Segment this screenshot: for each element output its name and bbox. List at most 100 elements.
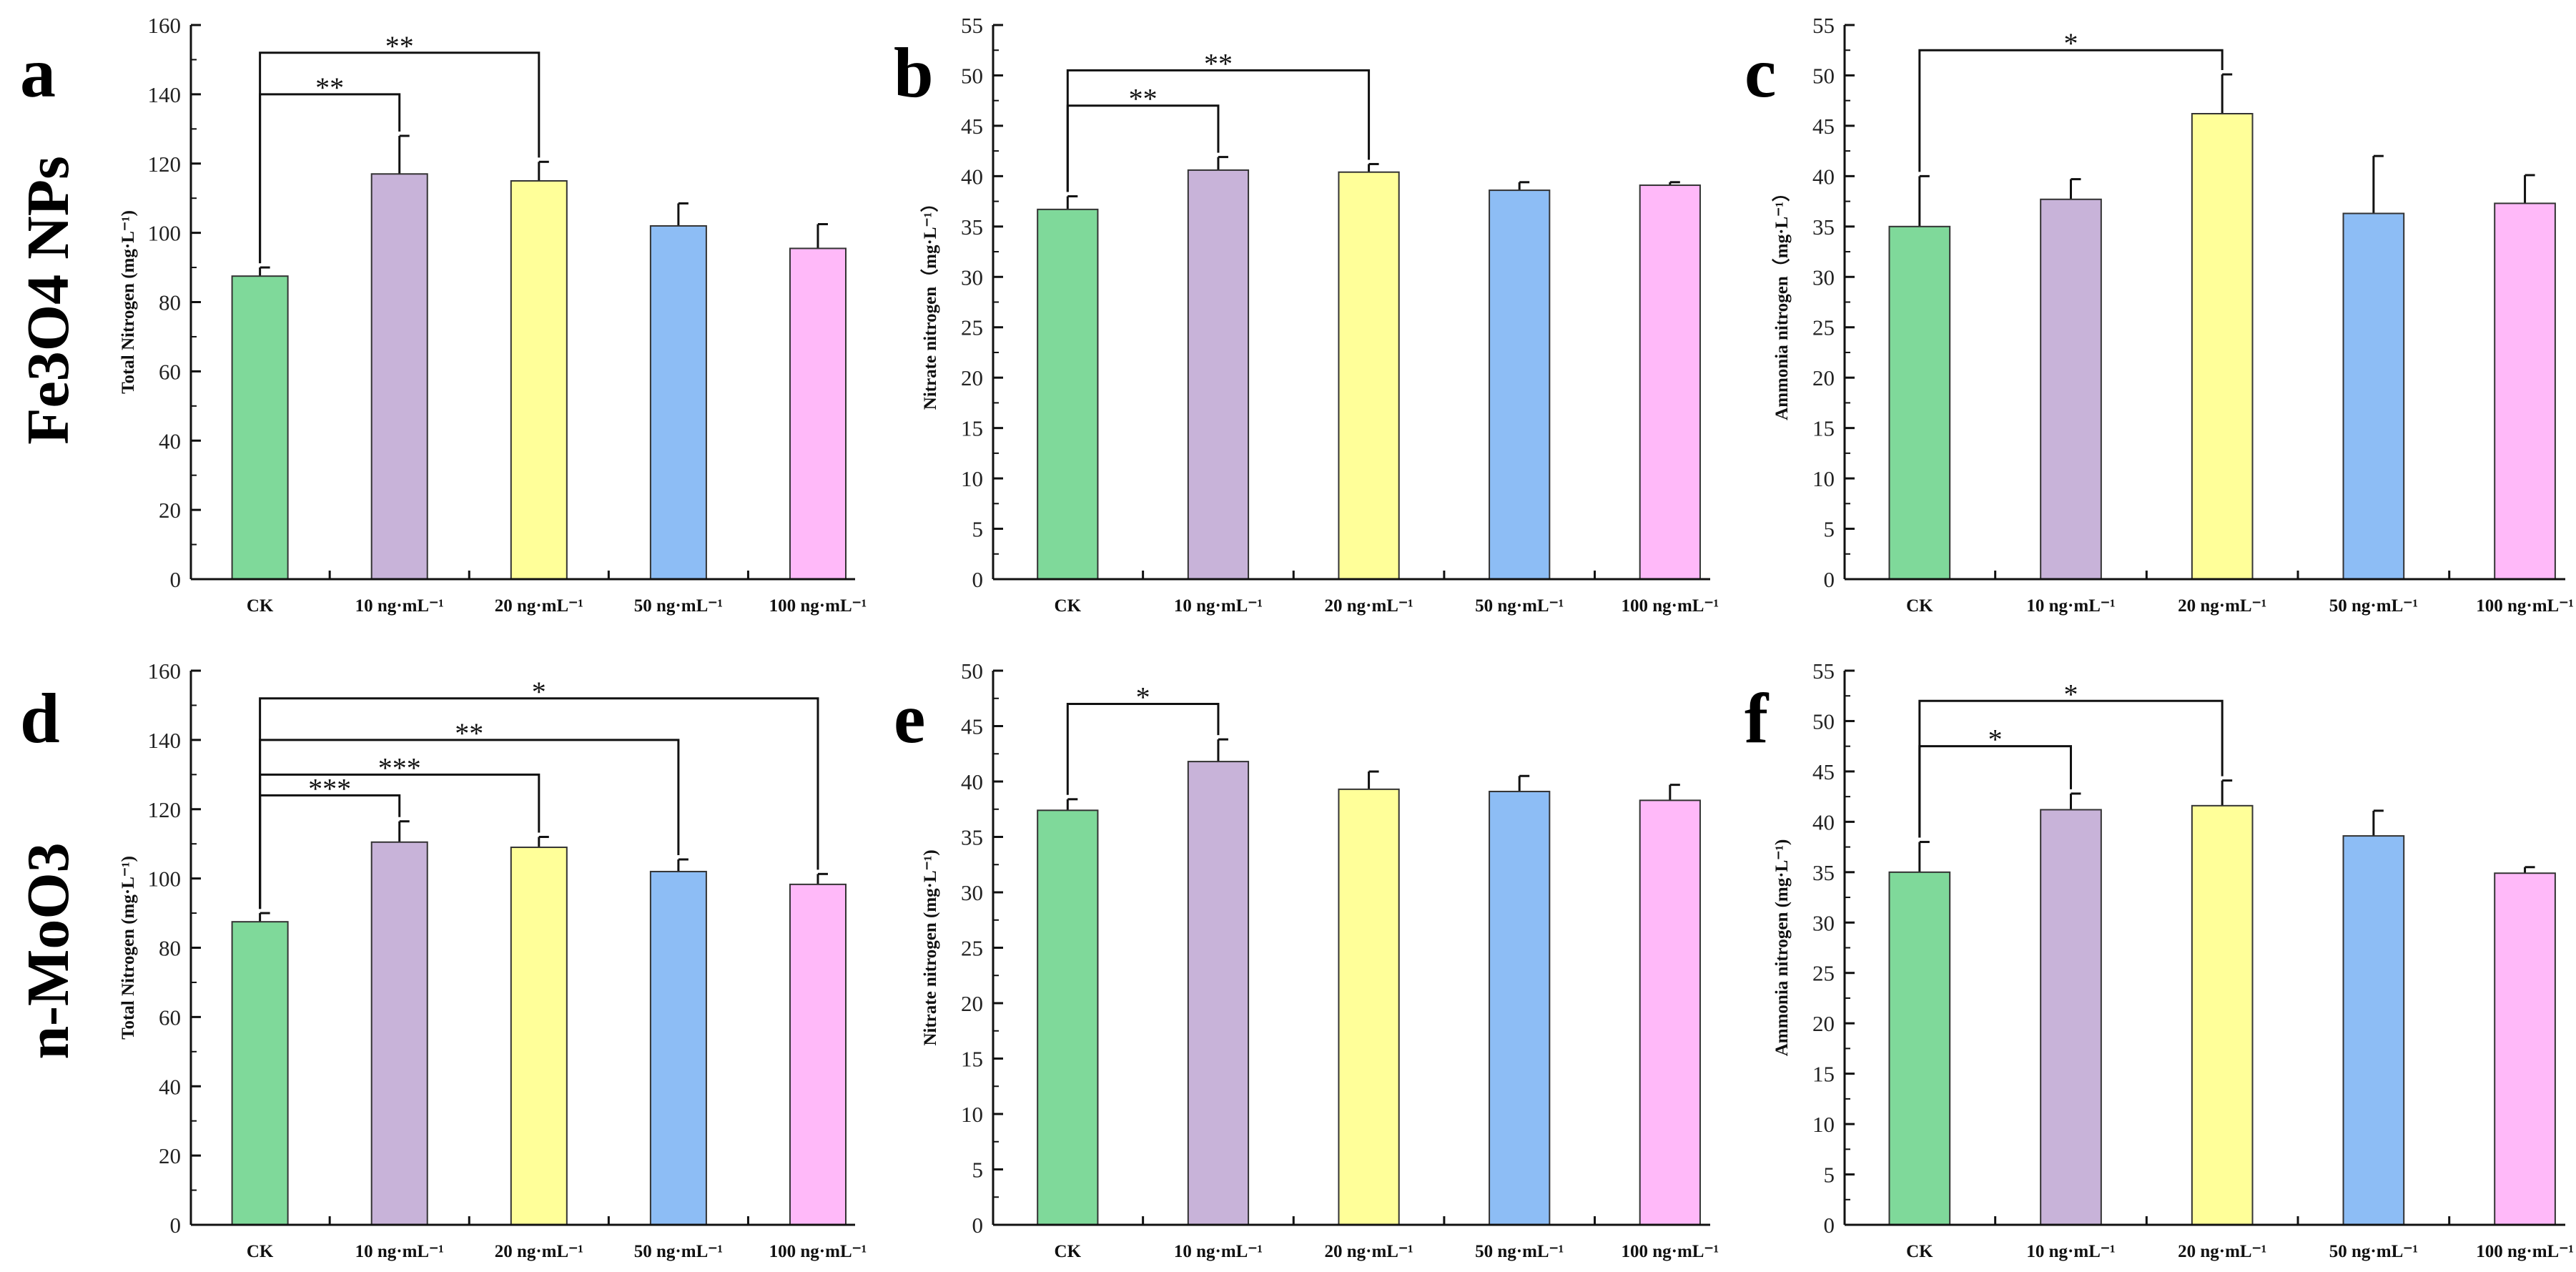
- y-tick-label: 0: [170, 1213, 182, 1238]
- y-tick-label: 40: [159, 428, 181, 453]
- y-tick-label: 5: [972, 517, 984, 542]
- bar: [231, 275, 289, 580]
- x-tick-label: 100 ng·mL⁻¹: [769, 1242, 867, 1261]
- x-tick-label: CK: [1055, 1242, 1082, 1261]
- y-tick-label: 140: [148, 82, 182, 107]
- y-tick-label: 5: [1824, 1163, 1835, 1188]
- bar: [1639, 799, 1701, 1226]
- y-tick-label: 0: [1824, 567, 1835, 592]
- x-tick-label: 10 ng·mL⁻¹: [2026, 1242, 2115, 1261]
- y-tick-label: 10: [1812, 1112, 1835, 1137]
- bar: [1489, 189, 1551, 581]
- chart-panel-c: c Ammonia nitrogen（mg·L⁻¹） CK 10 ng·mL⁻¹ 20 …: [1745, 13, 2574, 616]
- y-tick-label: 160: [148, 659, 182, 684]
- y-tick-label: 25: [1812, 315, 1835, 340]
- x-tick-label: 50 ng·mL⁻¹: [1475, 1242, 1564, 1261]
- y-tick-label: 40: [1812, 809, 1835, 834]
- y-tick-label: 20: [961, 991, 983, 1016]
- bar: [2494, 202, 2556, 580]
- x-tick-label: 20 ng·mL⁻¹: [1324, 596, 1413, 616]
- x-tick-label: 20 ng·mL⁻¹: [1324, 1242, 1413, 1261]
- y-axis-label: Ammonia nitrogen (mg·L⁻¹): [1772, 839, 1792, 1057]
- x-tick-label: 10 ng·mL⁻¹: [355, 596, 444, 616]
- bar: [1037, 208, 1099, 580]
- y-axis-label: Total Nitrogen (mg·L⁻¹): [119, 210, 138, 394]
- bar: [1187, 169, 1250, 580]
- x-tick-label: 10 ng·mL⁻¹: [1174, 596, 1263, 616]
- y-tick-label: 35: [961, 215, 983, 240]
- x-tick-label: 50 ng·mL⁻¹: [1475, 596, 1564, 616]
- y-tick-label: 5: [1824, 517, 1835, 542]
- bar: [1338, 788, 1400, 1226]
- chart-panel-d: d Total Nitrogen (mg·L⁻¹) CK 10 ng·mL⁻¹ 20 n…: [20, 659, 867, 1261]
- y-tick-label: 20: [961, 365, 983, 390]
- bar: [510, 179, 568, 580]
- bar: [789, 247, 847, 580]
- x-tick-label: 50 ng·mL⁻¹: [2329, 1242, 2418, 1261]
- x-tick-label: 50 ng·mL⁻¹: [634, 596, 723, 616]
- y-tick-label: 40: [961, 769, 983, 794]
- y-tick-label: 55: [961, 13, 983, 38]
- bar: [2040, 198, 2102, 581]
- significance-label: **: [1204, 47, 1233, 79]
- y-tick-label: 120: [148, 797, 182, 822]
- y-tick-label: 10: [961, 466, 983, 491]
- y-tick-label: 55: [1812, 13, 1835, 38]
- y-tick-label: 0: [972, 567, 984, 592]
- y-axis-label: Total Nitrogen (mg·L⁻¹): [119, 856, 138, 1040]
- chart-panel-e: e Nitrate nitrogen (mg·L⁻¹) CK 10 ng·mL⁻¹ 20…: [894, 659, 1719, 1261]
- y-tick-label: 15: [961, 1047, 983, 1072]
- y-tick-label: 0: [1824, 1213, 1835, 1238]
- chart-panel-f: f Ammonia nitrogen (mg·L⁻¹) CK 10 ng·mL⁻¹ 20…: [1745, 659, 2574, 1261]
- y-tick-label: 0: [170, 567, 182, 592]
- y-tick-label: 30: [961, 880, 983, 905]
- significance-bracket: [259, 51, 541, 264]
- bar: [2191, 113, 2254, 580]
- bar: [2342, 212, 2405, 580]
- bar: [1888, 225, 1951, 580]
- panel-letter: f: [1745, 679, 1770, 758]
- chart-panel-b: b Nitrate nitrogen（mg·L⁻¹） CK 10 ng·mL⁻¹ 20 …: [894, 13, 1719, 616]
- x-tick-label: 10 ng·mL⁻¹: [1174, 1242, 1263, 1261]
- bar: [231, 921, 289, 1226]
- y-tick-label: 50: [961, 659, 983, 684]
- y-tick-label: 35: [961, 825, 983, 850]
- y-tick-label: 25: [961, 315, 983, 340]
- y-tick-label: 45: [961, 114, 983, 139]
- significance-bracket: [259, 739, 680, 909]
- significance-label: **: [1129, 83, 1158, 115]
- y-tick-label: 20: [1812, 365, 1835, 390]
- x-tick-label: CK: [247, 1242, 274, 1261]
- y-tick-label: 60: [159, 359, 181, 384]
- x-tick-label: 20 ng·mL⁻¹: [2178, 596, 2266, 616]
- y-tick-label: 80: [159, 936, 181, 961]
- significance-label: **: [385, 30, 414, 62]
- x-tick-label: 50 ng·mL⁻¹: [634, 1242, 723, 1261]
- x-tick-label: 20 ng·mL⁻¹: [2178, 1242, 2266, 1261]
- bar: [2040, 809, 2102, 1226]
- significance-label: *: [1136, 681, 1150, 714]
- y-tick-label: 20: [159, 498, 181, 523]
- y-tick-label: 5: [972, 1158, 984, 1183]
- bar: [1037, 809, 1099, 1226]
- x-tick-label: 20 ng·mL⁻¹: [495, 596, 583, 616]
- x-tick-label: CK: [247, 596, 274, 616]
- y-tick-label: 50: [1812, 63, 1835, 88]
- panel-letter: d: [20, 679, 60, 758]
- row-label: Fe3O4 NPs: [15, 156, 82, 445]
- y-tick-label: 80: [159, 290, 181, 315]
- y-tick-label: 20: [159, 1143, 181, 1168]
- y-tick-label: 15: [961, 416, 983, 441]
- x-tick-label: 100 ng·mL⁻¹: [1621, 596, 1719, 616]
- y-axis-label: Nitrate nitrogen（mg·L⁻¹）: [919, 194, 940, 410]
- bar: [370, 841, 428, 1226]
- bar: [370, 173, 428, 580]
- bar: [1639, 184, 1701, 580]
- y-tick-label: 30: [961, 265, 983, 290]
- y-tick-label: 50: [961, 63, 983, 88]
- significance-bracket: [259, 697, 819, 909]
- significance-bracket: [1918, 49, 2224, 172]
- y-tick-label: 160: [148, 13, 182, 38]
- y-tick-label: 45: [961, 714, 983, 739]
- row-label: n-MoO3: [15, 842, 82, 1059]
